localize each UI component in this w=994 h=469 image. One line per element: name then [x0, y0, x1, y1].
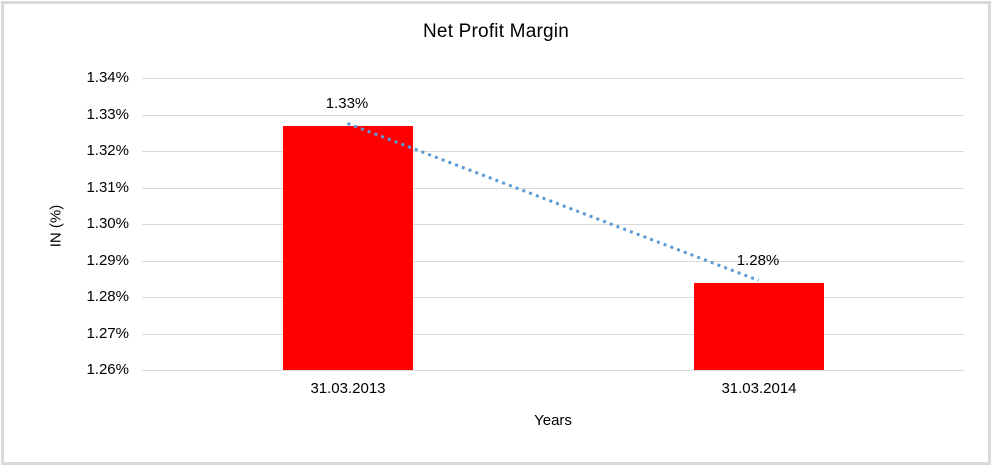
y-tick-label: 1.28% — [86, 288, 129, 305]
y-tick-label: 1.30% — [86, 215, 129, 232]
gridline — [142, 151, 964, 152]
y-tick-label: 1.27% — [86, 325, 129, 342]
gridline — [142, 188, 964, 189]
plot-area — [142, 78, 964, 371]
y-tick-label: 1.33% — [86, 106, 129, 123]
x-tick-label: 31.03.2014 — [721, 380, 797, 397]
gridline — [142, 334, 964, 335]
y-tick-label: 1.31% — [86, 179, 129, 196]
chart-title: Net Profit Margin — [423, 21, 569, 42]
x-tick-label: 31.03.2013 — [310, 380, 386, 397]
y-tick-label: 1.32% — [86, 142, 129, 159]
y-tick-label: 1.26% — [86, 361, 129, 378]
x-axis-title: Years — [534, 412, 572, 429]
gridline — [142, 261, 964, 262]
gridline — [142, 78, 964, 79]
bar-31.03.2014 — [694, 283, 824, 370]
y-tick-label: 1.29% — [86, 252, 129, 269]
bar-data-label: 1.28% — [736, 252, 780, 269]
gridline — [142, 224, 964, 225]
bar-31.03.2013 — [283, 126, 413, 370]
gridline — [142, 370, 964, 371]
gridline — [142, 297, 964, 298]
bar-data-label: 1.33% — [325, 95, 369, 112]
gridline — [142, 115, 964, 116]
y-tick-label: 1.34% — [86, 69, 129, 86]
